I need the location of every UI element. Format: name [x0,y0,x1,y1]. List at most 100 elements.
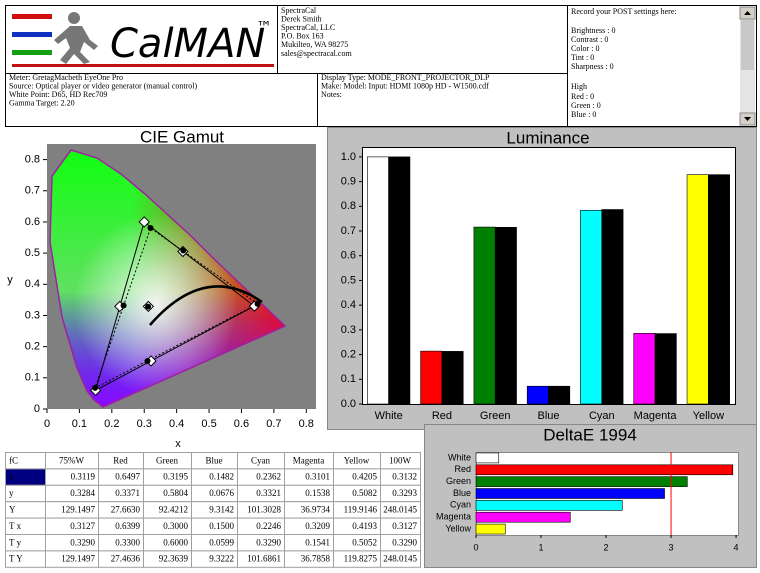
measured-point [147,225,154,232]
cell-value: 0.0676 [209,488,234,498]
y-tick-label: White [448,452,471,462]
cell-value: 27.6630 [111,504,141,514]
cell-value: 0.5804 [163,488,188,498]
x-tick-label: 0.3 [137,418,152,430]
cell-value: 0.3127 [70,521,95,531]
bar [580,209,603,405]
x-tick-label: Magenta [634,410,678,422]
post-setting: Record your POST settings here: [571,7,677,16]
x-tick-label: 2 [604,542,609,552]
column-header: Cyan [251,455,270,465]
y-tick-label: Cyan [450,500,471,510]
bar [633,333,656,405]
bar [494,227,517,405]
meter-line: Meter: GretagMacbeth EyeOne Pro [9,73,123,82]
cell-value: 0.3300 [115,537,140,547]
post-setting: Contrast : 0 [571,35,608,44]
measured-point [254,300,261,307]
column-header: 100W [389,455,412,465]
column-header: 75%W [59,455,84,465]
y-tick-label: 0.8 [341,200,356,212]
x-tick-label: 0.5 [201,418,216,430]
column-header: fC [9,455,18,465]
cell-value: 119.8275 [344,554,378,564]
address-line: Mukilteo, WA 98275 [281,40,348,49]
x-tick-label: Red [432,410,452,422]
address-line: SpectraCal, LLC [281,23,335,32]
bar [475,476,688,487]
display-line: Display Type: MODE_FRONT_PROJECTOR_DLP [321,73,490,82]
y-tick-label: 0.1 [341,373,356,385]
row-label: x [9,472,14,482]
y-tick-label: 0.2 [341,348,356,360]
address-line: sales@spectracal.com [281,49,352,58]
plot-area [362,147,736,405]
post-setting: High [571,82,587,91]
header-frame [5,5,757,127]
y-tick-label: 0.5 [25,247,40,259]
measured-point [145,303,152,310]
bar [475,452,500,464]
bar [441,351,464,405]
x-tick-label: Green [480,410,511,422]
post-setting: Blue : 0 [571,110,596,119]
display-line: Notes: [321,90,342,99]
column-header: Red [113,455,128,465]
y-tick-label: 0.1 [25,372,40,384]
x-tick-label: Blue [537,410,559,422]
cell-value: 0.3290 [256,537,281,547]
y-tick-label: 0.0 [341,398,356,410]
cell-value: 0.4193 [352,521,377,531]
x-tick-label: 0.7 [266,418,281,430]
cell-value: 0.1482 [209,472,234,482]
bar [475,488,665,499]
column-header: Magenta [293,455,325,465]
meter-line: Source: Optical player or video generato… [9,81,197,90]
bar [475,464,734,476]
cell-value: 0.3293 [392,488,417,498]
cell-value: 0.1541 [305,537,330,547]
cell-value: 0.5082 [352,488,377,498]
y-axis-label: y [7,274,13,286]
deltae-chart: DeltaE 1994 0 1 2 3 4 White Red Green Blue Cyan Mag… [424,424,757,568]
cell-value: 0.3284 [70,488,95,498]
row-label: Y [9,504,16,514]
cell-value: 36.9734 [301,504,331,514]
address-line: SpectraCal [281,6,317,15]
x-tick-label: 0.4 [169,418,184,430]
logo-text: CalMAN [110,21,265,67]
x-tick-label: Cyan [589,410,615,422]
cell-value: 0.5052 [352,537,377,547]
x-tick-label: 0 [44,418,50,430]
bar [388,156,411,405]
bar [686,174,709,405]
y-tick-label: 0.6 [341,250,356,262]
chart-title: Luminance [506,128,589,147]
display-line: Make: Model: Input: HDMI 1080p HD - W150… [321,81,489,90]
bar [526,385,549,405]
y-tick-label: 0.6 [25,216,40,228]
y-tick-label: 0.4 [341,299,356,311]
post-setting: Color : 0 [571,44,599,53]
column-header: Green [156,455,178,465]
x-tick-label: 0.1 [72,418,87,430]
y-tick-label: Yellow [445,523,471,533]
cell-value: 0.6000 [163,537,188,547]
bar [367,156,389,405]
measured-point [120,302,127,309]
cell-value: 0.3101 [305,472,330,482]
cell-value: 0.0599 [209,537,234,547]
logo-mark: ™ [256,18,272,37]
data-table: fC 75%W Red Green Blue Cyan Magenta Yellow 100W x… [5,452,421,568]
x-tick-label: 1 [539,542,544,552]
gamut-triangle [94,227,258,389]
cell-value: 0.3290 [392,537,417,547]
x-tick-label: 0.6 [234,418,249,430]
chart-title: CIE Gamut [140,127,224,146]
address-line: P.O. Box 163 [281,32,324,41]
cell-value: 0.3119 [71,472,96,482]
bar [475,523,506,535]
cell-value: 0.4205 [352,472,377,482]
logo: CalMAN ™ [12,12,274,67]
